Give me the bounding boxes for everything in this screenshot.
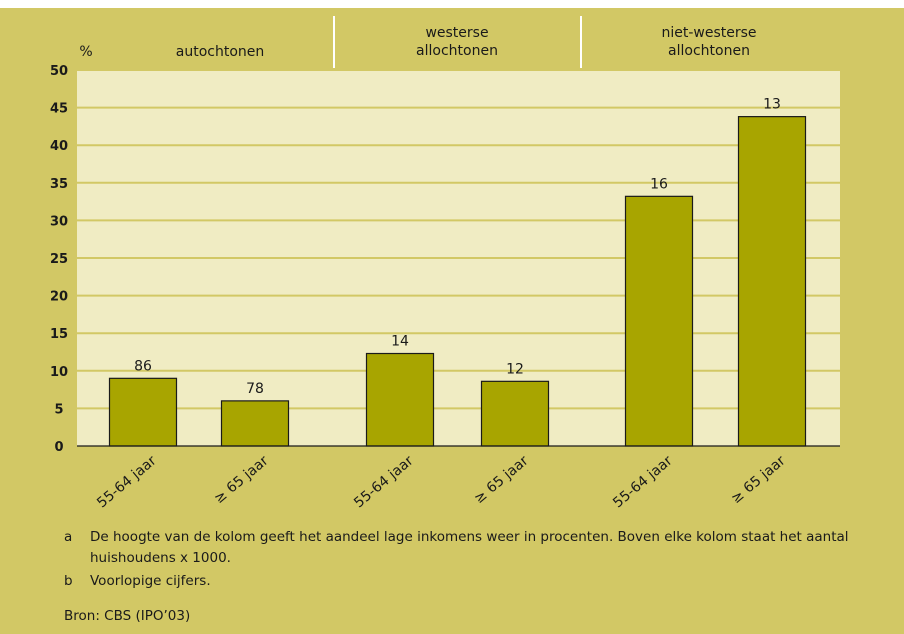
x-tick-label: 55-64 jaar [610, 453, 676, 512]
y-tick-label: 5 [54, 402, 63, 417]
y-tick-label: 50 [50, 64, 68, 79]
group-header-label: niet-westerse [661, 25, 756, 41]
x-tick-label: 55-64 jaar [94, 453, 160, 512]
x-tick-label: ≥ 65 jaar [728, 453, 788, 507]
footnote-text: De hoogte van de kolom geeft het aandeel… [90, 529, 849, 566]
x-tick-label: ≥ 65 jaar [211, 453, 271, 507]
footnote-a: a De hoogte van de kolom geeft het aande… [64, 527, 854, 569]
y-tick-label: 35 [50, 177, 68, 192]
bar [737, 116, 807, 447]
chart-container: 0 5 10 15 20 25 30 35 40 45 50% autochtonen westerse… [50, 16, 840, 512]
group-header-label: autochtonen [176, 44, 265, 60]
bar-value-label: 12 [506, 361, 524, 377]
y-tick-label: 15 [50, 327, 68, 342]
y-tick-label: 30 [50, 214, 68, 229]
bar-value-label: 14 [391, 334, 409, 350]
bar [480, 380, 550, 447]
x-tick-label: 55-64 jaar [351, 453, 417, 512]
y-tick-label: 45 [50, 102, 68, 117]
footnote-text: Voorlopige cijfers. [90, 573, 211, 589]
bar-chart: 0 5 10 15 20 25 30 35 40 45 50% autochtonen westerse… [50, 16, 840, 512]
group-header-label: allochtonen [668, 43, 750, 59]
bar [624, 195, 694, 447]
footnotes: a De hoogte van de kolom geeft het aande… [64, 527, 854, 592]
top-cropped-text-strip [0, 0, 904, 8]
source-note: Bron: CBS (IPO’03) [64, 608, 191, 624]
bar [365, 352, 435, 447]
y-axis-unit-label: % [79, 44, 92, 60]
y-tick-label: 40 [50, 139, 68, 154]
group-header-label: westerse [425, 25, 488, 41]
y-tick-label: 0 [54, 440, 63, 455]
group-header-label: allochtonen [416, 43, 498, 59]
bar-value-label: 78 [246, 381, 264, 397]
y-tick-label: 10 [50, 365, 68, 380]
y-tick-label: 20 [50, 290, 68, 305]
footnote-letter: b [64, 573, 73, 589]
bar [108, 377, 178, 447]
bar-value-label: 16 [650, 176, 668, 192]
bar [220, 400, 290, 447]
bar-value-label: 13 [763, 97, 781, 113]
bar-value-label: 86 [134, 358, 152, 374]
footnote-b: b Voorlopige cijfers. [64, 571, 854, 592]
y-tick-label: 25 [50, 252, 68, 267]
footnote-letter: a [64, 529, 73, 545]
x-tick-label: ≥ 65 jaar [471, 453, 531, 507]
